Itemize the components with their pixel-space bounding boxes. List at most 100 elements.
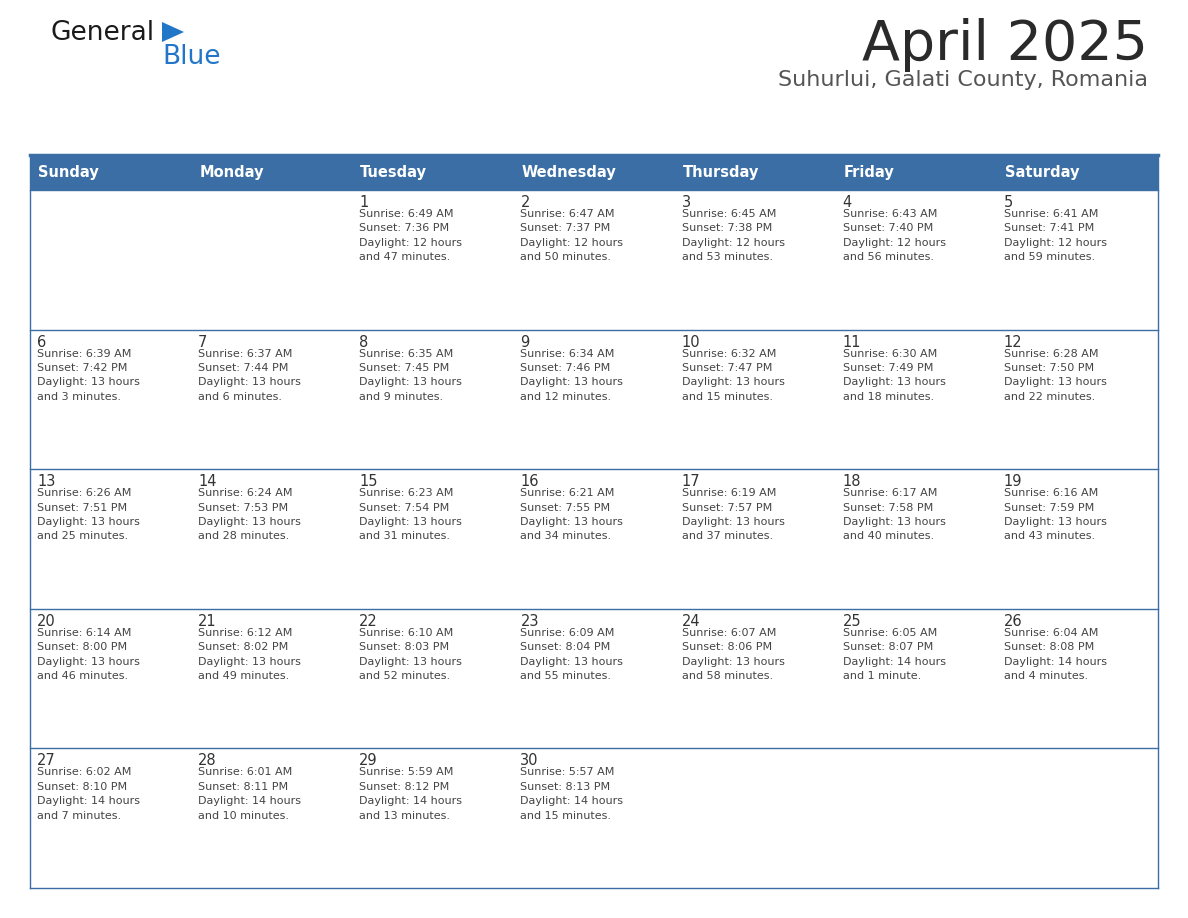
Bar <box>997 609 1158 748</box>
Bar <box>675 330 835 469</box>
Bar <box>30 156 191 190</box>
Bar <box>191 469 353 609</box>
Text: 14: 14 <box>198 475 216 489</box>
Text: Sunrise: 6:45 AM
Sunset: 7:38 PM
Daylight: 12 hours
and 53 minutes.: Sunrise: 6:45 AM Sunset: 7:38 PM Dayligh… <box>682 209 784 263</box>
Text: Sunrise: 6:49 AM
Sunset: 7:36 PM
Daylight: 12 hours
and 47 minutes.: Sunrise: 6:49 AM Sunset: 7:36 PM Dayligh… <box>359 209 462 263</box>
Bar <box>997 330 1158 469</box>
Text: 7: 7 <box>198 334 208 350</box>
Bar <box>513 609 675 748</box>
Text: 26: 26 <box>1004 614 1023 629</box>
Text: 16: 16 <box>520 475 539 489</box>
Text: Tuesday: Tuesday <box>360 165 428 181</box>
Text: Suhurlui, Galati County, Romania: Suhurlui, Galati County, Romania <box>778 70 1148 90</box>
Bar <box>675 748 835 888</box>
Text: Sunrise: 6:02 AM
Sunset: 8:10 PM
Daylight: 14 hours
and 7 minutes.: Sunrise: 6:02 AM Sunset: 8:10 PM Dayligh… <box>37 767 140 821</box>
Text: 11: 11 <box>842 334 861 350</box>
Bar <box>835 609 997 748</box>
Text: 3: 3 <box>682 195 690 210</box>
Bar <box>353 156 513 190</box>
Bar <box>191 330 353 469</box>
Text: 24: 24 <box>682 614 700 629</box>
Text: Sunrise: 6:35 AM
Sunset: 7:45 PM
Daylight: 13 hours
and 9 minutes.: Sunrise: 6:35 AM Sunset: 7:45 PM Dayligh… <box>359 349 462 402</box>
Text: Sunrise: 6:43 AM
Sunset: 7:40 PM
Daylight: 12 hours
and 56 minutes.: Sunrise: 6:43 AM Sunset: 7:40 PM Dayligh… <box>842 209 946 263</box>
Text: Blue: Blue <box>162 44 221 70</box>
Bar <box>30 330 1158 469</box>
Bar <box>513 190 675 330</box>
Bar <box>30 469 1158 609</box>
Bar <box>353 190 513 330</box>
Text: Sunrise: 6:37 AM
Sunset: 7:44 PM
Daylight: 13 hours
and 6 minutes.: Sunrise: 6:37 AM Sunset: 7:44 PM Dayligh… <box>198 349 301 402</box>
Text: Sunrise: 6:12 AM
Sunset: 8:02 PM
Daylight: 13 hours
and 49 minutes.: Sunrise: 6:12 AM Sunset: 8:02 PM Dayligh… <box>198 628 301 681</box>
Text: 8: 8 <box>359 334 368 350</box>
Text: Sunrise: 6:30 AM
Sunset: 7:49 PM
Daylight: 13 hours
and 18 minutes.: Sunrise: 6:30 AM Sunset: 7:49 PM Dayligh… <box>842 349 946 402</box>
Text: 18: 18 <box>842 475 861 489</box>
Bar <box>835 330 997 469</box>
Text: Sunrise: 6:14 AM
Sunset: 8:00 PM
Daylight: 13 hours
and 46 minutes.: Sunrise: 6:14 AM Sunset: 8:00 PM Dayligh… <box>37 628 140 681</box>
Bar <box>835 748 997 888</box>
Text: 5: 5 <box>1004 195 1013 210</box>
Text: Saturday: Saturday <box>1005 165 1080 181</box>
Bar <box>675 469 835 609</box>
Text: Sunrise: 6:21 AM
Sunset: 7:55 PM
Daylight: 13 hours
and 34 minutes.: Sunrise: 6:21 AM Sunset: 7:55 PM Dayligh… <box>520 488 624 542</box>
Text: Sunrise: 6:07 AM
Sunset: 8:06 PM
Daylight: 13 hours
and 58 minutes.: Sunrise: 6:07 AM Sunset: 8:06 PM Dayligh… <box>682 628 784 681</box>
Text: 4: 4 <box>842 195 852 210</box>
Text: 1: 1 <box>359 195 368 210</box>
Bar <box>835 469 997 609</box>
Text: General: General <box>50 20 154 46</box>
Bar <box>30 469 191 609</box>
Bar <box>513 330 675 469</box>
Bar <box>675 609 835 748</box>
Text: Wednesday: Wednesday <box>522 165 617 181</box>
Bar <box>191 748 353 888</box>
Text: Sunrise: 6:23 AM
Sunset: 7:54 PM
Daylight: 13 hours
and 31 minutes.: Sunrise: 6:23 AM Sunset: 7:54 PM Dayligh… <box>359 488 462 542</box>
Text: Sunrise: 6:26 AM
Sunset: 7:51 PM
Daylight: 13 hours
and 25 minutes.: Sunrise: 6:26 AM Sunset: 7:51 PM Dayligh… <box>37 488 140 542</box>
Text: Sunrise: 5:57 AM
Sunset: 8:13 PM
Daylight: 14 hours
and 15 minutes.: Sunrise: 5:57 AM Sunset: 8:13 PM Dayligh… <box>520 767 624 821</box>
Text: 28: 28 <box>198 754 216 768</box>
Text: Monday: Monday <box>200 165 264 181</box>
Text: Thursday: Thursday <box>683 165 759 181</box>
Text: 13: 13 <box>37 475 56 489</box>
Text: Friday: Friday <box>843 165 895 181</box>
Bar <box>513 469 675 609</box>
Bar <box>997 190 1158 330</box>
Bar <box>191 156 353 190</box>
Text: Sunrise: 6:17 AM
Sunset: 7:58 PM
Daylight: 13 hours
and 40 minutes.: Sunrise: 6:17 AM Sunset: 7:58 PM Dayligh… <box>842 488 946 542</box>
Bar <box>30 190 191 330</box>
Bar <box>675 190 835 330</box>
Text: 17: 17 <box>682 475 700 489</box>
Text: Sunrise: 6:16 AM
Sunset: 7:59 PM
Daylight: 13 hours
and 43 minutes.: Sunrise: 6:16 AM Sunset: 7:59 PM Dayligh… <box>1004 488 1107 542</box>
Bar <box>353 748 513 888</box>
Text: 19: 19 <box>1004 475 1023 489</box>
Text: Sunrise: 6:39 AM
Sunset: 7:42 PM
Daylight: 13 hours
and 3 minutes.: Sunrise: 6:39 AM Sunset: 7:42 PM Dayligh… <box>37 349 140 402</box>
Bar <box>997 156 1158 190</box>
Text: Sunday: Sunday <box>38 165 99 181</box>
Text: Sunrise: 6:47 AM
Sunset: 7:37 PM
Daylight: 12 hours
and 50 minutes.: Sunrise: 6:47 AM Sunset: 7:37 PM Dayligh… <box>520 209 624 263</box>
Text: Sunrise: 6:10 AM
Sunset: 8:03 PM
Daylight: 13 hours
and 52 minutes.: Sunrise: 6:10 AM Sunset: 8:03 PM Dayligh… <box>359 628 462 681</box>
Text: 22: 22 <box>359 614 378 629</box>
Bar <box>353 469 513 609</box>
Text: 23: 23 <box>520 614 539 629</box>
Text: Sunrise: 6:34 AM
Sunset: 7:46 PM
Daylight: 13 hours
and 12 minutes.: Sunrise: 6:34 AM Sunset: 7:46 PM Dayligh… <box>520 349 624 402</box>
Text: 15: 15 <box>359 475 378 489</box>
Bar <box>191 609 353 748</box>
Bar <box>675 156 835 190</box>
Bar <box>30 330 191 469</box>
Text: Sunrise: 6:19 AM
Sunset: 7:57 PM
Daylight: 13 hours
and 37 minutes.: Sunrise: 6:19 AM Sunset: 7:57 PM Dayligh… <box>682 488 784 542</box>
Text: Sunrise: 5:59 AM
Sunset: 8:12 PM
Daylight: 14 hours
and 13 minutes.: Sunrise: 5:59 AM Sunset: 8:12 PM Dayligh… <box>359 767 462 821</box>
Polygon shape <box>162 22 184 42</box>
Text: April 2025: April 2025 <box>862 18 1148 72</box>
Text: 21: 21 <box>198 614 216 629</box>
Text: 25: 25 <box>842 614 861 629</box>
Bar <box>835 156 997 190</box>
Text: Sunrise: 6:05 AM
Sunset: 8:07 PM
Daylight: 14 hours
and 1 minute.: Sunrise: 6:05 AM Sunset: 8:07 PM Dayligh… <box>842 628 946 681</box>
Text: 6: 6 <box>37 334 46 350</box>
Text: 10: 10 <box>682 334 700 350</box>
Text: Sunrise: 6:01 AM
Sunset: 8:11 PM
Daylight: 14 hours
and 10 minutes.: Sunrise: 6:01 AM Sunset: 8:11 PM Dayligh… <box>198 767 301 821</box>
Text: Sunrise: 6:28 AM
Sunset: 7:50 PM
Daylight: 13 hours
and 22 minutes.: Sunrise: 6:28 AM Sunset: 7:50 PM Dayligh… <box>1004 349 1107 402</box>
Text: 12: 12 <box>1004 334 1023 350</box>
Bar <box>997 469 1158 609</box>
Text: Sunrise: 6:04 AM
Sunset: 8:08 PM
Daylight: 14 hours
and 4 minutes.: Sunrise: 6:04 AM Sunset: 8:08 PM Dayligh… <box>1004 628 1107 681</box>
Bar <box>513 748 675 888</box>
Bar <box>997 748 1158 888</box>
Bar <box>835 190 997 330</box>
